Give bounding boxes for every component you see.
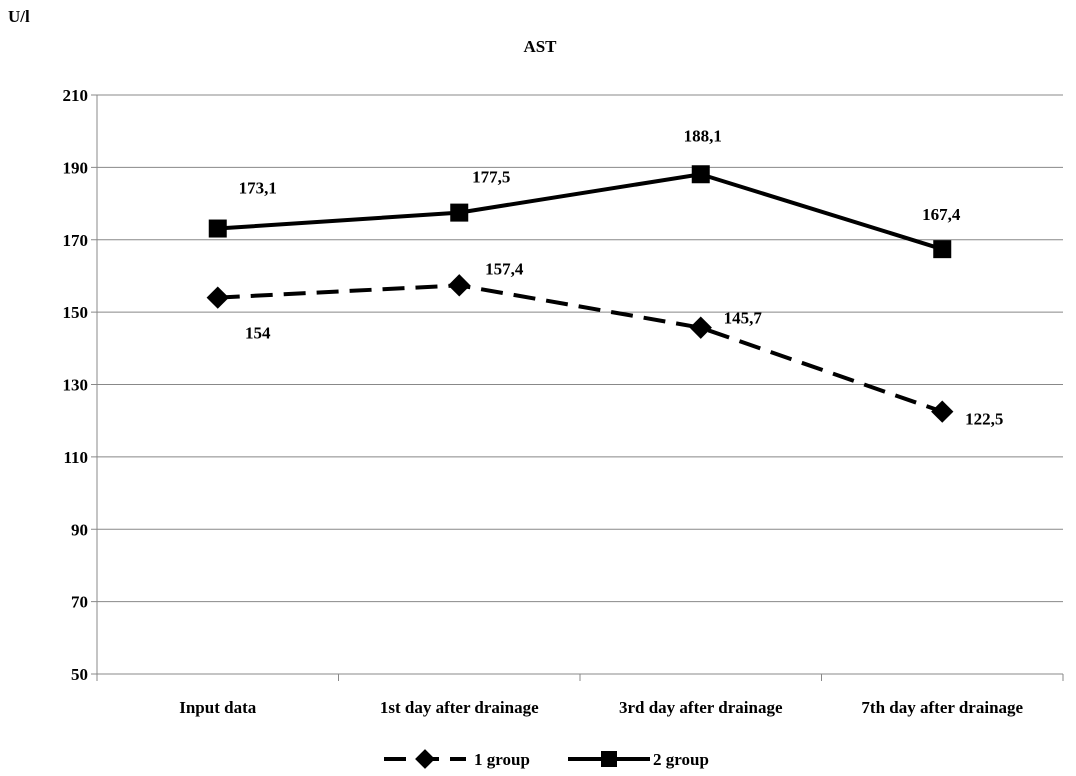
- data-label: 173,1: [239, 179, 277, 198]
- data-point-square: [208, 219, 227, 238]
- y-tick-label: 50: [71, 665, 88, 684]
- data-point-square: [691, 165, 710, 184]
- axes: 50 70 90 110 130 150 170 190 210 Input data 1st da…: [63, 86, 1064, 717]
- x-tick-label: 3rd day after drainage: [619, 698, 783, 717]
- data-label: 188,1: [684, 126, 722, 145]
- data-label: 145,7: [724, 309, 763, 328]
- chart-title: AST: [523, 37, 557, 56]
- y-axis-unit-label: U/l: [8, 7, 30, 26]
- x-tick-label: Input data: [179, 698, 257, 717]
- legend-label: 2 group: [653, 750, 709, 769]
- data-point-diamond: [206, 286, 229, 309]
- y-tick-label: 170: [63, 231, 89, 250]
- y-tick-label: 110: [63, 448, 88, 467]
- legend: 1 group 2 group: [384, 749, 709, 769]
- data-point-diamond: [448, 274, 471, 297]
- data-labels: 154 157,4 145,7 122,5 173,1 177,5 188,1 167,4: [239, 126, 1004, 428]
- y-tick-label: 210: [63, 86, 89, 105]
- legend-swatch-square: [601, 751, 617, 767]
- data-point-square: [450, 203, 469, 222]
- data-label: 167,4: [922, 205, 961, 224]
- legend-item-2: 2 group: [568, 750, 709, 769]
- y-tick-label: 150: [63, 303, 89, 322]
- x-tick-label: 7th day after drainage: [861, 698, 1023, 717]
- series-line-2: [217, 172, 943, 252]
- y-tick-label: 90: [71, 520, 88, 539]
- y-tick-label: 70: [71, 593, 88, 612]
- y-tick-label: 130: [63, 376, 89, 395]
- legend-item-1: 1 group: [384, 749, 530, 769]
- data-label: 122,5: [965, 410, 1003, 429]
- series-lines: [206, 165, 954, 423]
- x-tick-label: 1st day after drainage: [380, 698, 539, 717]
- gridlines: [97, 94, 1063, 603]
- data-label: 157,4: [485, 259, 524, 278]
- series-line-1: [217, 283, 943, 414]
- legend-swatch-diamond: [415, 749, 435, 769]
- data-label: 154: [245, 324, 271, 343]
- data-point-square: [933, 240, 952, 259]
- data-point-diamond: [689, 316, 712, 339]
- data-label: 177,5: [472, 168, 510, 187]
- legend-label: 1 group: [474, 750, 530, 769]
- data-point-diamond: [931, 400, 954, 423]
- y-tick-label: 190: [63, 158, 89, 177]
